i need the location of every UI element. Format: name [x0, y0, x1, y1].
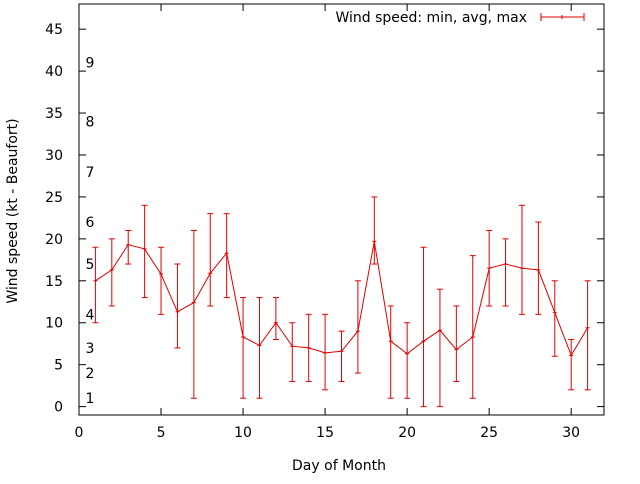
error-bar [125, 229, 132, 265]
beaufort-label: 8 [86, 114, 95, 130]
beaufort-label: 7 [86, 165, 95, 181]
y-tick-label: 40 [45, 64, 63, 80]
x-tick-label: 30 [562, 425, 580, 441]
error-bar [453, 305, 460, 382]
error-bar [289, 322, 296, 382]
beaufort-label: 3 [86, 341, 95, 357]
error-bar [420, 246, 427, 408]
legend: Wind speed: min, avg, max [335, 10, 585, 26]
y-tick-label: 30 [45, 148, 63, 164]
beaufort-label: 1 [86, 391, 95, 407]
error-bar [240, 297, 247, 399]
beaufort-label: 2 [86, 366, 95, 382]
beaufort-label: 9 [86, 56, 95, 72]
error-bar [207, 213, 214, 307]
error-bar [584, 280, 591, 391]
error-bar [518, 204, 525, 315]
x-tick-label: 10 [234, 425, 252, 441]
error-bar [502, 238, 509, 307]
error-bar [551, 280, 558, 357]
error-bar [322, 313, 329, 391]
x-tick-label: 15 [316, 425, 334, 441]
error-bar [190, 229, 197, 399]
error-bar [92, 246, 99, 324]
y-axis-label: Wind speed (kt - Beaufort) [5, 118, 21, 303]
error-bar [223, 213, 230, 299]
y-tick-label: 20 [45, 232, 63, 248]
x-axis-label: Day of Month [292, 458, 386, 474]
error-bar [568, 339, 575, 391]
x-tick-label: 20 [398, 425, 416, 441]
error-bar [354, 280, 361, 374]
error-bar [141, 204, 148, 299]
beaufort-label: 4 [86, 307, 95, 323]
error-bar [272, 297, 279, 341]
y-tick-label: 5 [54, 358, 63, 374]
error-bar [338, 330, 345, 382]
y-tick-label: 15 [45, 274, 63, 290]
y-tick-label: 10 [45, 316, 63, 332]
error-bar [256, 297, 263, 399]
y-tick-label: 0 [54, 400, 63, 416]
error-bar [305, 313, 312, 382]
error-bar [174, 263, 181, 349]
plot-frame [78, 3, 605, 416]
x-tick-label: 0 [75, 425, 84, 441]
error-bar [535, 221, 542, 315]
error-bar [371, 196, 378, 265]
y-tick-label: 35 [45, 106, 63, 122]
y-tick-label: 45 [45, 22, 63, 38]
error-bar [469, 255, 476, 399]
error-bar [404, 322, 411, 399]
error-bar [486, 229, 493, 307]
beaufort-label: 6 [86, 215, 95, 231]
y-tick-label: 25 [45, 190, 63, 206]
error-bar [158, 246, 165, 315]
x-tick-label: 5 [157, 425, 166, 441]
error-bar [387, 305, 394, 399]
error-bar [436, 288, 443, 408]
x-tick-label: 25 [480, 425, 498, 441]
error-bar [108, 238, 115, 307]
beaufort-label: 5 [86, 257, 95, 273]
legend-label: Wind speed: min, avg, max [335, 10, 527, 26]
